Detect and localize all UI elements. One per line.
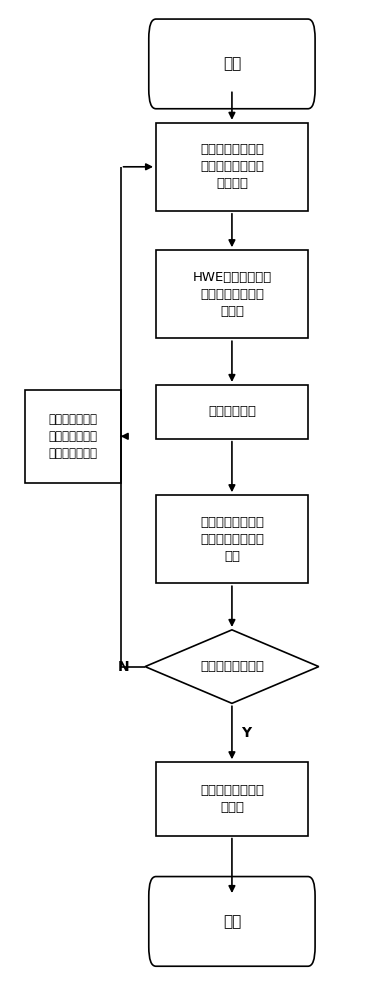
Bar: [156, 762, 308, 836]
Text: N: N: [118, 660, 129, 674]
Text: 开始: 开始: [223, 56, 241, 71]
FancyBboxPatch shape: [149, 877, 315, 966]
Bar: [156, 385, 308, 439]
Text: 结束: 结束: [223, 914, 241, 929]
Polygon shape: [145, 630, 319, 703]
Text: 进行去噪处理: 进行去噪处理: [208, 405, 256, 418]
Bar: [25, 390, 121, 483]
Text: 通过去噪前和去噪
后得到该信号的信
噪比: 通过去噪前和去噪 后得到该信号的信 噪比: [200, 516, 264, 563]
Text: HWE测试从示波器
里获取某个信号的
波形图: HWE测试从示波器 里获取某个信号的 波形图: [192, 271, 271, 318]
FancyBboxPatch shape: [149, 19, 315, 109]
Bar: [156, 495, 308, 583]
Text: 信噪比比值较高？: 信噪比比值较高？: [200, 660, 264, 673]
Text: 噪声较大，回到
电路中检查相关
设计以改善噪声: 噪声较大，回到 电路中检查相关 设计以改善噪声: [48, 413, 97, 460]
Text: 信号受到很少的噪
声影响: 信号受到很少的噪 声影响: [200, 784, 264, 814]
Bar: [156, 123, 308, 211]
Text: Y: Y: [241, 726, 251, 740]
Text: 原理图中的每个待
测的信号以及对应
的元器件: 原理图中的每个待 测的信号以及对应 的元器件: [200, 143, 264, 190]
Bar: [156, 250, 308, 338]
